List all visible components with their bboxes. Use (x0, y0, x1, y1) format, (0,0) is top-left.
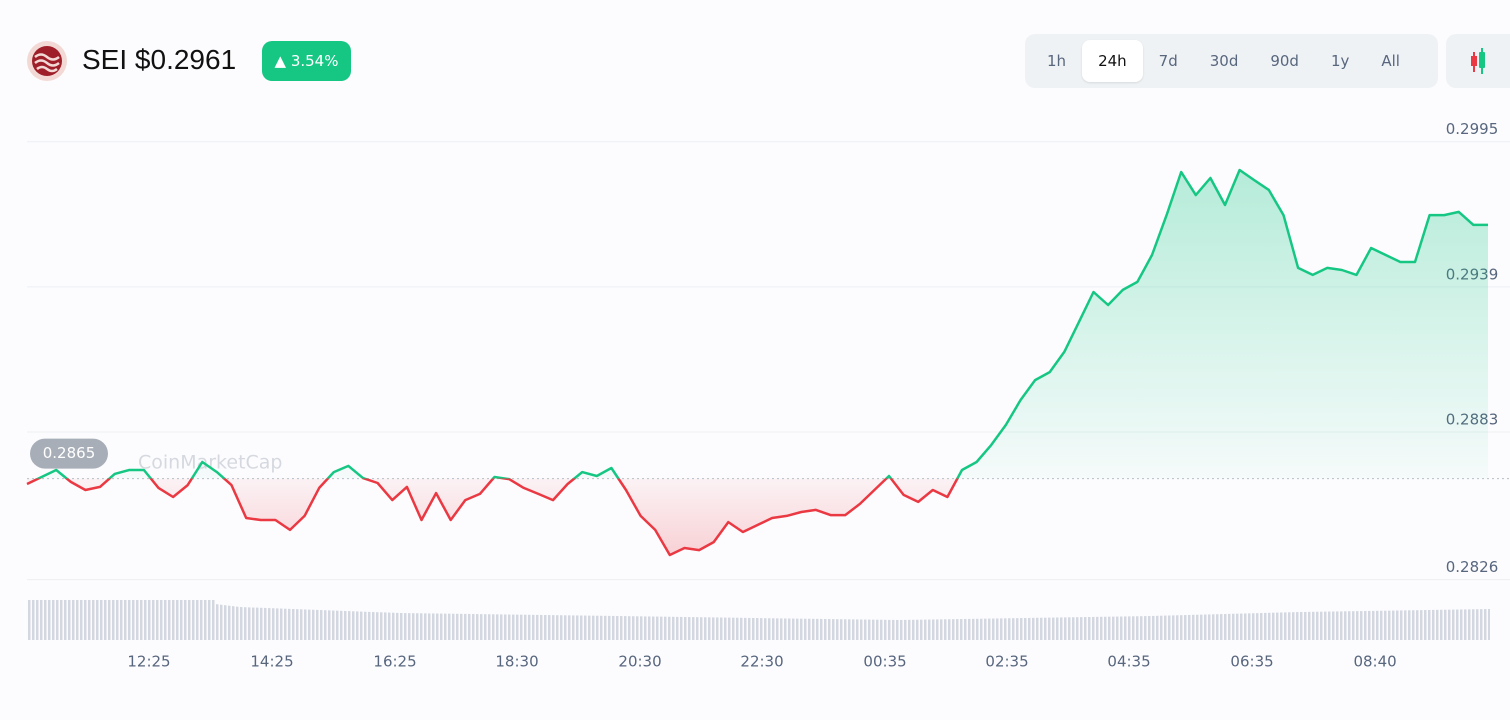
x-tick-label: 04:35 (1107, 653, 1150, 671)
x-tick-label: 08:40 (1353, 653, 1396, 671)
x-tick-label: 02:35 (985, 653, 1028, 671)
x-tick-label: 18:30 (495, 653, 538, 671)
x-tick-label: 06:35 (1230, 653, 1273, 671)
x-tick-label: 12:25 (127, 653, 170, 671)
volume-bars (27, 600, 1490, 640)
coin-logo (27, 41, 67, 81)
symbol: SEI (82, 44, 128, 75)
range-button[interactable]: 24h (1082, 40, 1143, 82)
change: 3.54% (290, 52, 339, 70)
x-tick-label: 16:25 (373, 653, 416, 671)
range-button[interactable]: 90d (1270, 52, 1299, 70)
y-tick-label: 0.2995 (1446, 120, 1499, 138)
price-line (26, 168, 1488, 557)
x-tick-label: 20:30 (618, 653, 661, 671)
watermark: CoinMarketCap (138, 452, 283, 474)
price: $0.2961 (134, 44, 237, 75)
y-tick-label: 0.2826 (1446, 558, 1499, 576)
coin-title: SEI $0.2961 (82, 44, 236, 76)
x-tick-label: 00:35 (863, 653, 906, 671)
reference-pill (30, 438, 108, 469)
range-button[interactable]: All (1381, 52, 1400, 70)
x-tick-label: 22:30 (740, 653, 783, 671)
range-button[interactable]: 30d (1209, 52, 1239, 70)
range-button[interactable]: 1h (1047, 52, 1067, 70)
x-tick-label: 14:25 (250, 653, 293, 671)
reference-label: 0.2865 (43, 444, 96, 462)
change-badge: ▲ 3.54% (262, 41, 351, 81)
range-selector: 1h 24h 7d 30d 90d 1y All (1025, 34, 1438, 88)
candle-toggle[interactable] (1446, 34, 1510, 88)
area-fill (27, 170, 1488, 555)
range-button[interactable]: 7d (1158, 52, 1178, 70)
range-button[interactable]: 1y (1330, 52, 1350, 70)
